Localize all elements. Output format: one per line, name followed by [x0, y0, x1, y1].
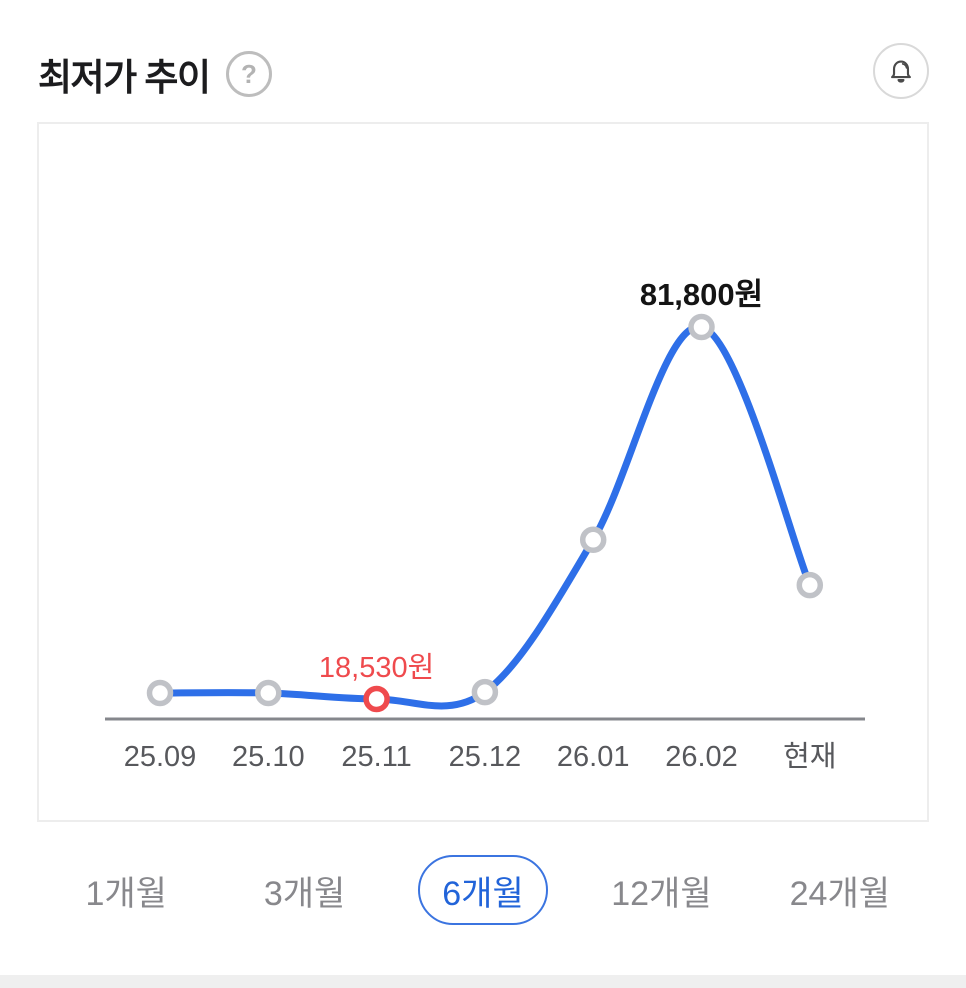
period-tab-label: 24개월	[789, 874, 891, 913]
data-point-marker[interactable]	[688, 313, 715, 341]
data-point-marker[interactable]	[471, 678, 499, 706]
bell-icon	[891, 60, 911, 83]
period-tab-label: 3개월	[263, 874, 346, 913]
x-axis-label: 26.02	[665, 741, 738, 773]
min-price-marker[interactable]	[363, 685, 390, 713]
period-tab-bar: 1개월 3개월 6개월 12개월 24개월	[37, 855, 929, 925]
period-tab-label: 1개월	[85, 874, 167, 913]
x-axis-label: 25.10	[232, 741, 305, 773]
bottom-divider-bar	[0, 975, 966, 988]
x-axis-label: 25.11	[341, 741, 411, 773]
x-axis-label: 현재	[783, 741, 836, 773]
price-chart-card: 25.09 25.10 25.11 25.12 26.01 26.02 현재 81,800원 1…	[37, 122, 929, 822]
period-tab-3[interactable]: 12개월	[572, 855, 750, 925]
price-alert-button[interactable]	[873, 43, 929, 99]
data-point-marker[interactable]	[579, 526, 607, 554]
page-title: 최저가 추이	[38, 57, 211, 98]
question-mark-glyph: ?	[241, 58, 257, 89]
x-axis-label: 25.12	[449, 741, 522, 773]
x-axis-label: 26.01	[557, 741, 630, 773]
min-price-label: 18,530원	[319, 652, 434, 684]
period-tab-1[interactable]: 3개월	[215, 855, 393, 925]
price-line-path	[156, 323, 814, 710]
price-trend-chart: 25.09 25.10 25.11 25.12 26.01 26.02 현재 81,800원 1…	[105, 277, 865, 773]
data-point-marker[interactable]	[146, 679, 174, 707]
data-point-marker[interactable]	[796, 571, 824, 599]
period-tab-0[interactable]: 1개월	[37, 855, 215, 925]
x-axis-label: 25.09	[124, 741, 197, 773]
max-price-label: 81,800원	[640, 277, 763, 312]
period-tab-4[interactable]: 24개월	[751, 855, 929, 925]
help-icon[interactable]: ?	[226, 51, 272, 97]
data-point-marker[interactable]	[255, 679, 282, 707]
period-tab-label: 12개월	[611, 874, 712, 913]
period-tab-label: 6개월	[418, 855, 548, 925]
period-tab-2-selected[interactable]: 6개월	[394, 855, 572, 925]
